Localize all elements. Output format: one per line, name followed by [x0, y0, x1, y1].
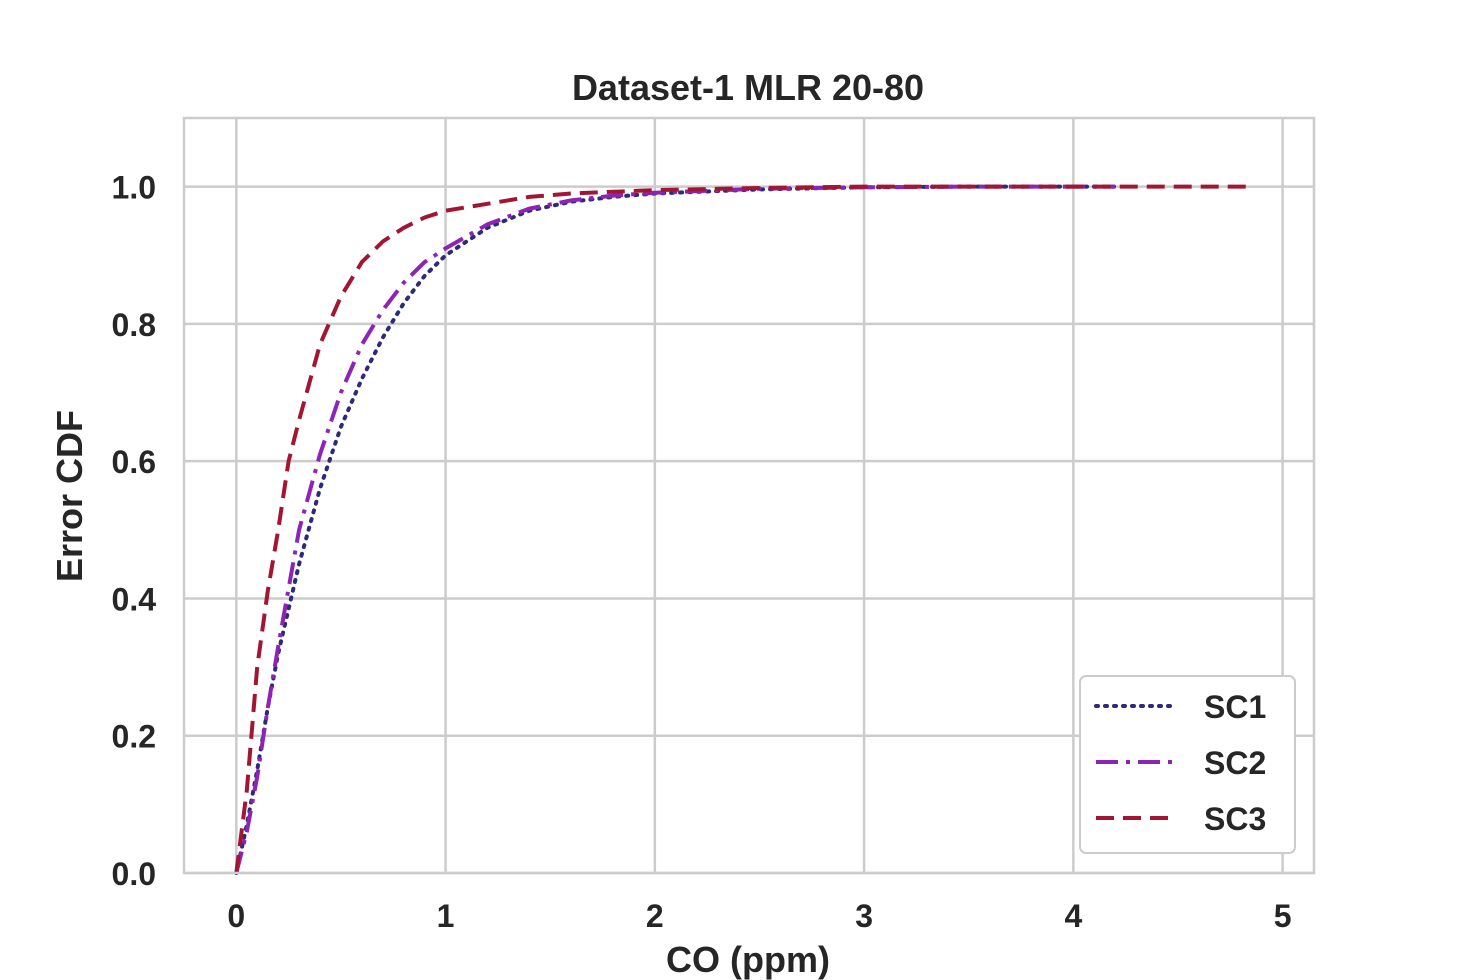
y-tick-label: 0.6	[112, 444, 156, 480]
y-tick-label: 1.0	[112, 170, 156, 206]
legend-label-sc1: SC1	[1204, 689, 1266, 725]
y-tick-label: 0.2	[112, 719, 156, 755]
y-tick-labels: 0.0 0.2 0.4 0.6 0.8 1.0	[112, 170, 157, 892]
x-tick-label: 5	[1274, 898, 1292, 934]
series-line-sc3	[234, 184, 1252, 874]
gridlines	[184, 118, 1314, 875]
y-tick-label: 0.0	[112, 856, 156, 892]
x-tick-labels: 0 1 2 3 4 5	[227, 898, 1291, 934]
y-tick-label: 0.4	[112, 581, 157, 617]
x-tick-label: 0	[227, 898, 245, 934]
y-tick-label: 0.8	[112, 307, 156, 343]
x-tick-label: 2	[646, 898, 664, 934]
x-tick-label: 1	[437, 898, 455, 934]
chart-title: Dataset-1 MLR 20-80	[572, 67, 924, 108]
series-line-sc2	[234, 184, 1116, 874]
y-axis-label: Error CDF	[49, 410, 90, 582]
legend-label-sc2: SC2	[1204, 745, 1266, 781]
series-lines	[234, 184, 1252, 875]
legend-label-sc3: SC3	[1204, 801, 1266, 837]
x-tick-label: 4	[1064, 898, 1082, 934]
legend-frame	[1079, 675, 1296, 854]
x-tick-label: 3	[855, 898, 873, 934]
x-axis-label: CO (ppm)	[666, 939, 830, 980]
legend: SC1 SC2 SC3	[1079, 675, 1296, 854]
series-line-sc1	[234, 184, 1118, 875]
plot-frame	[182, 116, 1316, 875]
